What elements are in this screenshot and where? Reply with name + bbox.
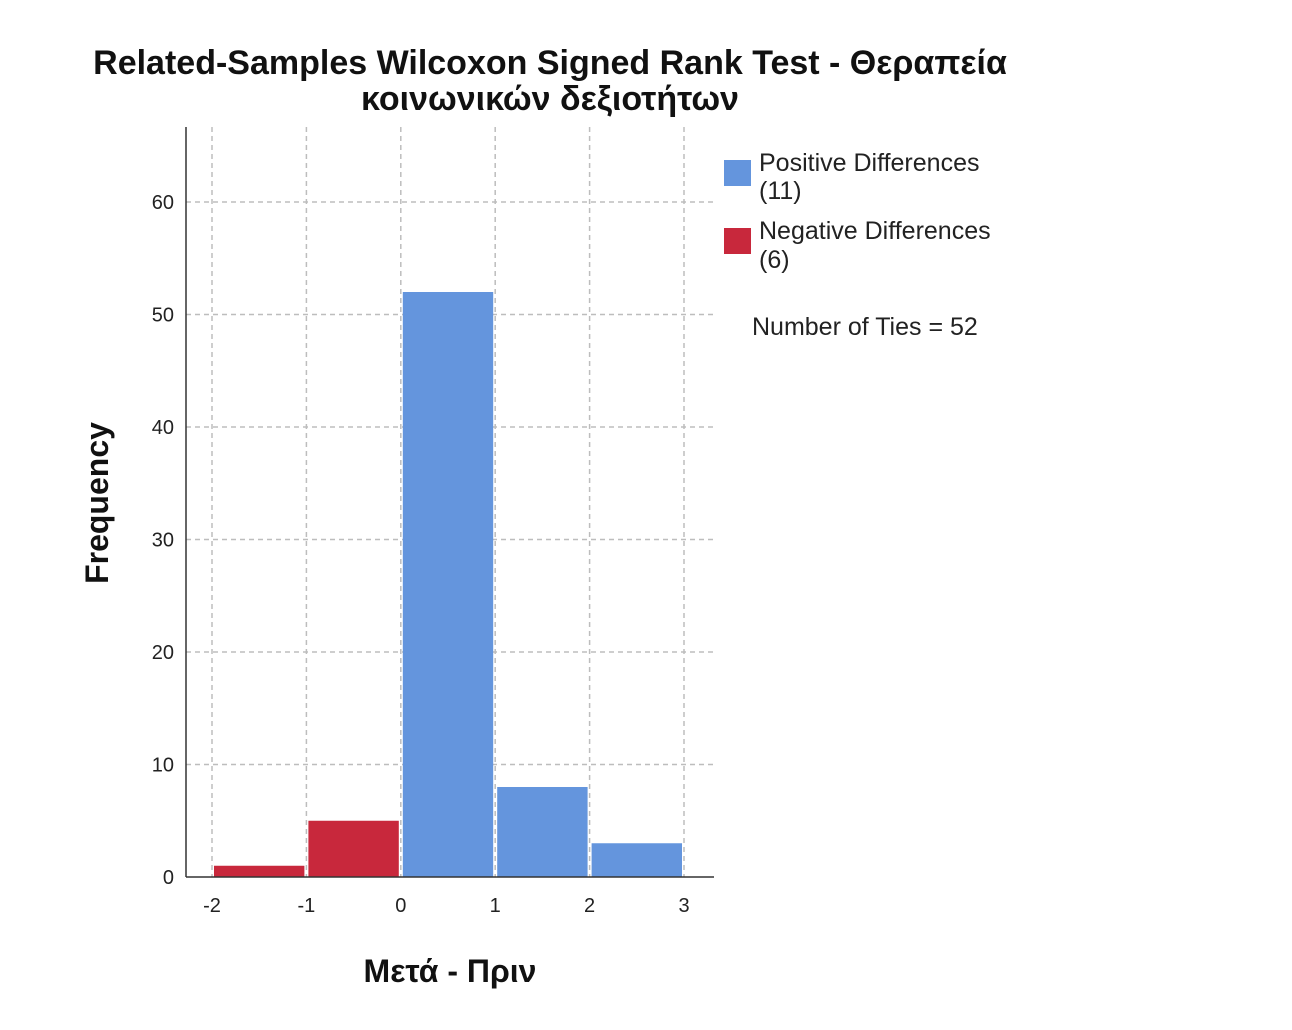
y-tick-label: 60 [152, 192, 174, 214]
x-axis-label: Μετά - Πριν [364, 953, 537, 989]
legend-count-positive: (11) [759, 177, 802, 205]
chart-title-line-2: κοινωνικών δεξιοτήτων [361, 80, 739, 118]
y-tick-label: 40 [152, 417, 174, 439]
x-tick-label: -2 [203, 895, 221, 917]
legend: Positive Differences (11) Negative Diffe… [724, 149, 991, 341]
y-tick-label: 10 [152, 755, 174, 777]
x-tick-label: 0 [395, 895, 406, 917]
legend-item-positive: Positive Differences (11) [724, 149, 979, 205]
bar-negative [308, 820, 399, 877]
y-tick-label: 30 [152, 530, 174, 552]
axes [185, 127, 714, 878]
x-tick-label: 3 [678, 895, 689, 917]
y-axis-label: Frequency [79, 422, 115, 584]
legend-swatch-positive [724, 160, 751, 186]
chart-title: Related-Samples Wilcoxon Signed Rank Tes… [93, 44, 1007, 118]
ties-annotation: Number of Ties = 52 [752, 313, 978, 341]
legend-item-negative: Negative Differences (6) [724, 217, 991, 274]
y-tick-labels: 0 10 20 30 40 50 60 [152, 192, 174, 889]
bar-negative [214, 865, 305, 877]
y-tick-label: 0 [163, 867, 174, 889]
x-tick-label: 1 [490, 895, 501, 917]
bar-positive [591, 843, 682, 877]
bar-positive [402, 292, 494, 877]
legend-label-negative: Negative Differences [759, 217, 991, 245]
chart-title-line-1: Related-Samples Wilcoxon Signed Rank Tes… [93, 44, 1007, 82]
bar-positive [497, 787, 588, 877]
y-tick-label: 50 [152, 305, 174, 327]
legend-count-negative: (6) [759, 246, 790, 274]
legend-swatch-negative [724, 228, 751, 254]
x-tick-label: 2 [584, 895, 595, 917]
y-tick-label: 20 [152, 642, 174, 664]
legend-label-positive: Positive Differences [759, 149, 979, 177]
x-tick-labels: -2 -1 0 1 2 3 [203, 895, 689, 917]
x-tick-label: -1 [298, 895, 316, 917]
histogram-bars [214, 292, 682, 877]
